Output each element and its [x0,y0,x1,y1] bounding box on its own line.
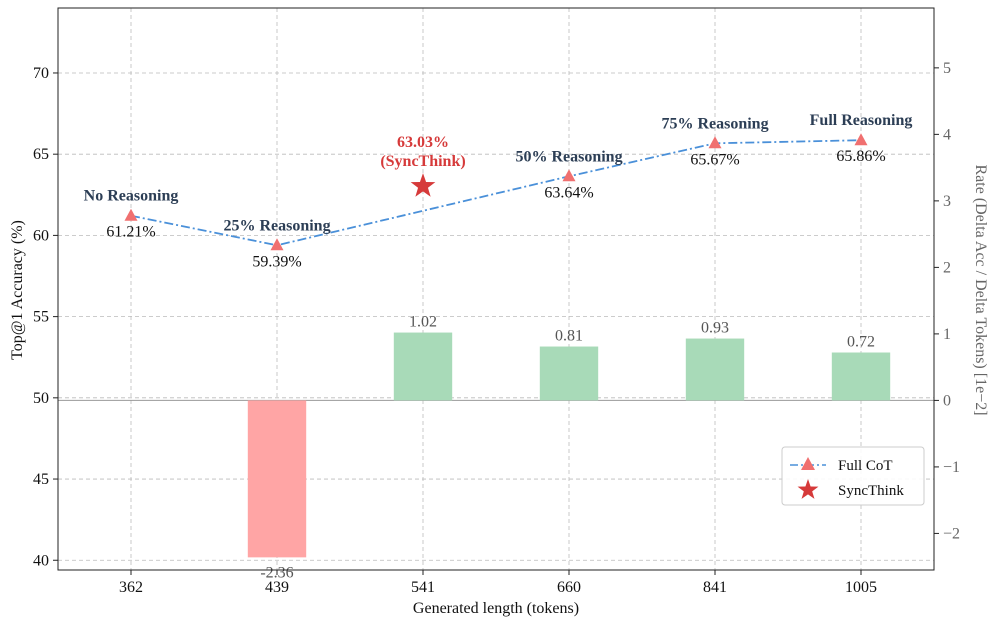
syncthink-star-marker [410,173,436,197]
x-axis-tick-label: 660 [557,579,581,596]
bars [247,332,891,558]
stage-label: 75% Reasoning [661,115,768,132]
right-axis-tick-label: 2 [943,259,951,276]
rate-bar [393,332,453,401]
right-axis-tick-label: 0 [943,392,951,409]
x-axis-tick-label: 439 [265,579,289,596]
syncthink-value-label: 63.03% [397,134,449,151]
rate-bar [831,352,891,401]
full-cot-marker [708,136,722,149]
point-value-label: 63.64% [544,184,593,201]
right-axis-tick-label: −1 [943,459,960,476]
stage-label: 25% Reasoning [223,217,330,234]
x-axis-tick-label: 362 [119,579,143,596]
left-axis-tick-label: 65 [33,146,49,163]
legend-triangle-marker [801,457,815,470]
full-cot-marker [854,133,868,146]
x-axis-tick-label: 841 [703,579,727,596]
left-axis-tick-label: 50 [33,390,49,407]
legend-label-syncthink: SyncThink [838,483,904,499]
plot-frame [57,7,935,571]
bar-value-label: 0.72 [847,334,875,351]
stage-label: Full Reasoning [810,112,913,129]
legend-box [781,446,925,506]
full-cot-marker [124,208,138,221]
legend: Full CoT SyncThink [781,446,925,506]
right-axis-tick-label: 1 [943,326,951,343]
line-layer [124,133,868,251]
right-axis-tick-label: 3 [943,193,951,210]
rate-bar [539,346,599,401]
rate-bar [247,400,307,558]
bar-value-label: 0.81 [555,328,583,345]
left-axis-tick-label: 45 [33,471,49,488]
bar-value-label: 1.02 [409,314,437,331]
right-axis-tick-label: −2 [943,525,960,542]
full-cot-marker [562,169,576,182]
legend-star-marker [797,479,819,499]
left-axis-tick-label: 40 [33,552,49,569]
bar-value-label: 0.93 [701,320,729,337]
rate-bar [685,338,745,401]
left-axis-title: Top@1 Accuracy (%) [9,220,26,360]
left-axis-tick-label: 70 [33,65,49,82]
right-axis-tick-label: 4 [943,126,951,143]
x-axis: 362 439 541 660 841 1005 [119,570,877,596]
point-value-label: 59.39% [252,253,301,270]
right-axis-title: Rate (Delta Acc / Delta Tokens) [1e−2] [972,164,989,415]
point-value-label: 65.86% [836,148,885,165]
legend-label-full-cot: Full CoT [838,458,893,474]
left-axis: 40 45 50 55 60 65 70 [33,65,58,569]
stage-label: No Reasoning [84,188,179,205]
stage-label: 50% Reasoning [515,148,622,165]
left-axis-tick-label: 60 [33,227,49,244]
x-axis-title: Generated length (tokens) [413,600,579,617]
full-cot-marker [270,238,284,251]
x-axis-tick-label: 1005 [845,579,877,596]
left-axis-tick-label: 55 [33,309,49,326]
point-value-label: 61.21% [106,224,155,241]
x-axis-tick-label: 541 [411,579,435,596]
syncthink-name-label: (SyncThink) [380,153,465,170]
right-axis: −2 −1 0 1 2 3 4 5 [934,60,960,542]
right-axis-tick-label: 5 [943,60,951,77]
point-value-label: 65.67% [690,151,739,168]
